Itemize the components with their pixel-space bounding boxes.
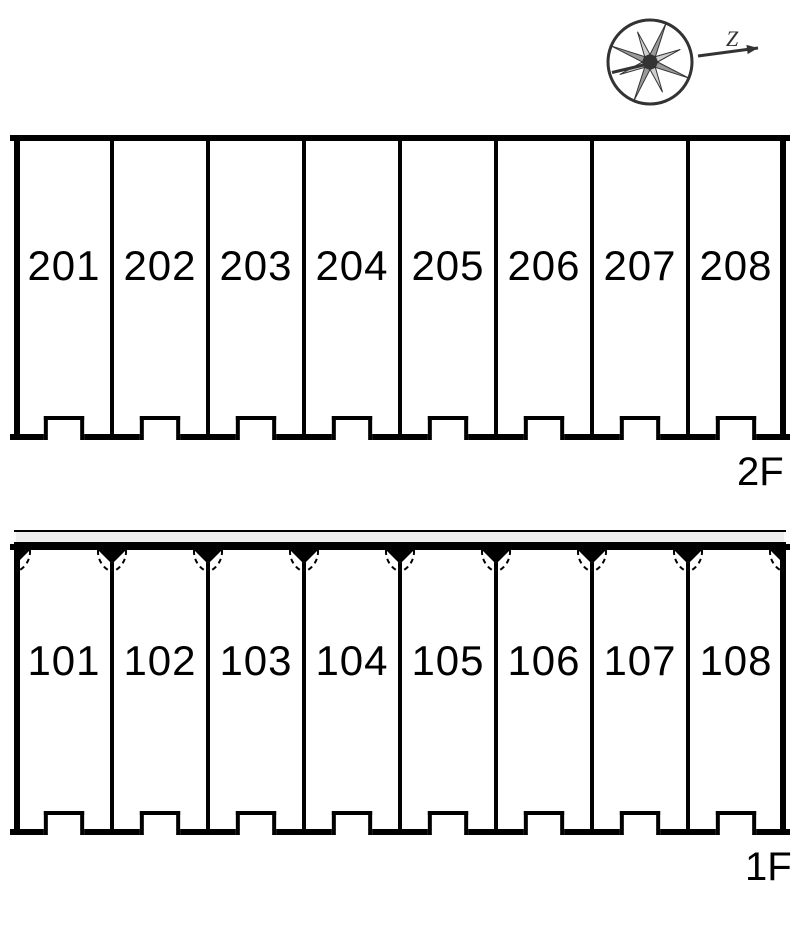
unit-label: 108 — [688, 637, 784, 685]
svg-text:Z: Z — [726, 26, 739, 51]
unit-label: 202 — [112, 242, 208, 290]
compass-icon: Z — [560, 0, 760, 130]
floor-label: 1F — [745, 845, 792, 890]
floor-plan-1F: 101102103104105106107108 — [10, 530, 790, 835]
unit-label: 204 — [304, 242, 400, 290]
unit-label: 207 — [592, 242, 688, 290]
floor-label: 2F — [737, 450, 784, 495]
unit-label: 104 — [304, 637, 400, 685]
floor-plan-canvas: Z 20120220320420520620720810110210310410… — [0, 0, 800, 940]
unit-label: 206 — [496, 242, 592, 290]
unit-label: 201 — [16, 242, 112, 290]
unit-label: 107 — [592, 637, 688, 685]
unit-label: 208 — [688, 242, 784, 290]
unit-label: 103 — [208, 637, 304, 685]
unit-label: 102 — [112, 637, 208, 685]
unit-label: 101 — [16, 637, 112, 685]
unit-label: 106 — [496, 637, 592, 685]
floor-plan-2F: 201202203204205206207208 — [10, 135, 790, 440]
unit-label: 205 — [400, 242, 496, 290]
unit-label: 203 — [208, 242, 304, 290]
unit-label: 105 — [400, 637, 496, 685]
